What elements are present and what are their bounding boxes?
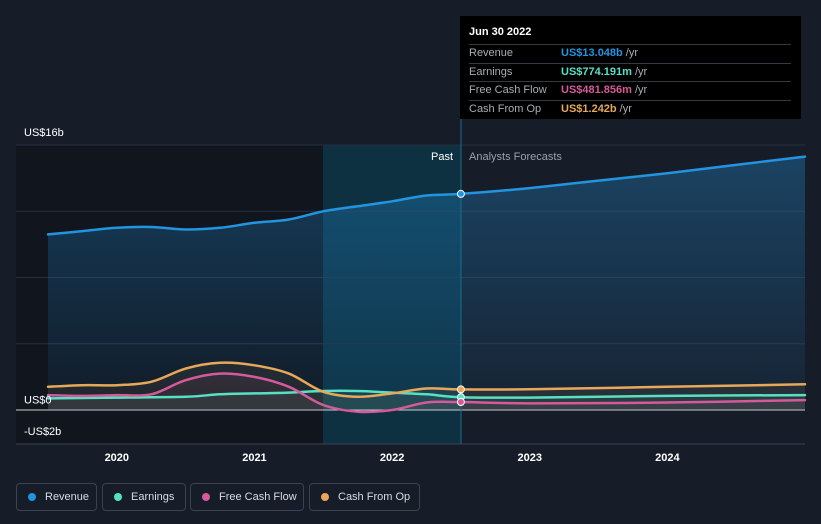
series-lines xyxy=(46,155,807,414)
tooltip-row-revenue: Revenue US$13.048b /yr xyxy=(469,44,791,63)
past-label: Past xyxy=(431,151,453,163)
legend-label: Revenue xyxy=(45,491,90,503)
legend-item-cash-from-op[interactable]: Cash From Op xyxy=(309,483,420,511)
legend-item-free-cash-flow[interactable]: Free Cash Flow xyxy=(190,483,304,511)
y-tick-label: US$0 xyxy=(24,395,52,407)
legend-dot-icon xyxy=(321,493,329,501)
tooltip-value: US$1.242b xyxy=(561,102,617,115)
tooltip-date: Jun 30 2022 xyxy=(469,26,532,38)
tooltip-label: Free Cash Flow xyxy=(469,84,547,96)
earnings-line xyxy=(46,389,807,400)
tooltip: Jun 30 2022 Revenue US$13.048b /yr Earni… xyxy=(460,16,801,119)
y-axis-labels: US$16b US$0 -US$2b xyxy=(24,127,64,438)
tooltip-row-free-cash-flow: Free Cash Flow US$481.856m /yr xyxy=(469,81,791,100)
legend-item-earnings[interactable]: Earnings xyxy=(102,483,186,511)
tooltip-label: Revenue xyxy=(469,47,514,59)
tooltip-value: US$481.856m xyxy=(561,84,632,96)
tooltip-label: Earnings xyxy=(469,65,513,78)
tooltip-value: US$774.191m xyxy=(561,65,632,78)
y-tick-label: US$16b xyxy=(24,127,64,139)
revenue-line xyxy=(46,155,807,236)
x-tick-label: 2023 xyxy=(517,452,541,464)
tooltip-row-earnings: Earnings US$774.191m /yr xyxy=(469,62,791,82)
free-cash-flow-marker xyxy=(456,398,465,407)
tooltip-unit: /yr xyxy=(634,84,648,96)
x-tick-label: 2020 xyxy=(105,452,129,464)
cash-from-op-line xyxy=(46,361,807,399)
x-tick-label: 2021 xyxy=(242,452,266,464)
legend-label: Earnings xyxy=(131,491,175,503)
tooltip-value: US$13.048b xyxy=(561,47,623,59)
x-axis-labels: 2020 2021 2022 2023 2024 xyxy=(105,452,681,464)
legend-label: Free Cash Flow xyxy=(219,491,297,503)
cash-from-op-marker xyxy=(456,385,465,394)
legend-label: Cash From Op xyxy=(338,491,411,503)
tooltip-unit: /yr xyxy=(625,47,638,59)
legend-item-revenue[interactable]: Revenue xyxy=(16,483,97,511)
free-cash-flow-line xyxy=(46,372,807,414)
legend-dot-icon xyxy=(114,493,122,501)
y-tick-label: -US$2b xyxy=(24,426,61,438)
revenue-area xyxy=(48,156,805,410)
legend-dot-icon xyxy=(28,493,36,501)
earnings-area xyxy=(48,390,805,410)
revenue-marker xyxy=(456,189,465,198)
legend-dot-icon xyxy=(202,493,210,501)
forecast-label: Analysts Forecasts xyxy=(469,151,562,163)
highlight-markers xyxy=(456,189,465,407)
free-cash-flow-area xyxy=(48,373,805,412)
tooltip-unit: /yr xyxy=(634,65,648,78)
tooltip-unit: /yr xyxy=(619,102,632,115)
tooltip-label: Cash From Op xyxy=(469,102,542,115)
x-tick-label: 2022 xyxy=(380,452,404,464)
x-tick-label: 2024 xyxy=(655,452,680,464)
tooltip-row-cash-from-op: Cash From Op US$1.242b /yr xyxy=(469,99,791,119)
